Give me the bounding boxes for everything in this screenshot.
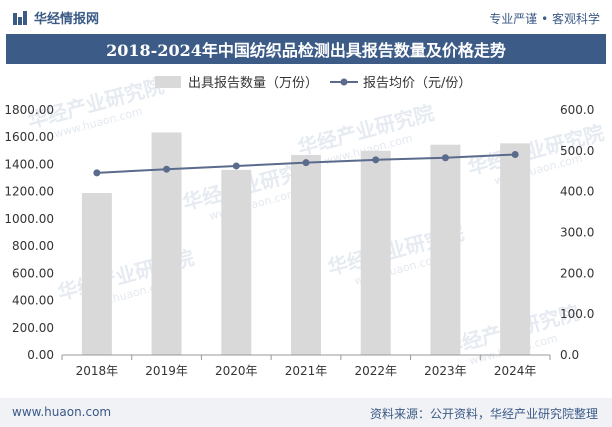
- y-left-tick-label: 1200.00: [4, 185, 54, 199]
- brand-name: 华经情报网: [34, 12, 100, 27]
- bar: [221, 169, 252, 355]
- x-tick-label: 2024年: [494, 364, 537, 378]
- bar: [500, 143, 531, 355]
- footer-url: www.huaon.com: [12, 405, 112, 419]
- y-right-tick-label: 400.0: [560, 185, 594, 199]
- bar: [360, 150, 391, 355]
- brand: 华经情报网: [12, 8, 99, 27]
- bar: [81, 193, 112, 355]
- axes: 2018年 2019年 2020年 2021年 2022年 2023年 2024年 0.00 2…: [4, 103, 594, 378]
- chart-title: 2018-2024年中国纺织品检测出具报告数量及价格走势: [6, 34, 606, 64]
- y-right-tick-label: 300.0: [560, 226, 594, 240]
- x-tick-label: 2020年: [215, 364, 258, 378]
- x-tick-label: 2021年: [285, 364, 328, 378]
- price-point: [93, 169, 101, 177]
- legend-bar-label: 出具报告数量（万份）: [188, 76, 318, 91]
- legend-line-label: 报告均价（元/份）: [363, 76, 471, 91]
- y-left-tick-label: 800.00: [12, 239, 54, 253]
- x-tick-label: 2018年: [76, 364, 119, 378]
- y-right-tick-label: 500.0: [560, 144, 594, 158]
- price-point: [232, 162, 240, 170]
- legend: 出具报告数量（万份） 报告均价（元/份）: [155, 76, 471, 91]
- logo-icon: [12, 10, 28, 26]
- y-right-tick-label: 100.0: [560, 307, 594, 321]
- y-left-tick-label: 1600.00: [4, 130, 54, 144]
- price-point: [163, 165, 171, 173]
- y-left-tick-label: 1000.00: [4, 212, 54, 226]
- y-left-tick-label: 1800.00: [4, 103, 54, 117]
- y-left-tick-label: 400.00: [12, 294, 54, 308]
- bar: [291, 154, 321, 355]
- legend-bar-swatch: [155, 76, 181, 88]
- slogan: 专业严谨 • 客观科学: [489, 12, 600, 26]
- footer: www.huaon.com 资料来源：公开资料，华经产业研究院整理: [0, 398, 612, 427]
- top-bar: 华经情报网 专业严谨 • 客观科学: [0, 0, 612, 34]
- y-right-tick-label: 0.0: [560, 348, 579, 362]
- price-point: [372, 156, 380, 164]
- price-point: [441, 154, 449, 162]
- bar: [430, 144, 461, 355]
- legend-line-marker: [340, 78, 348, 86]
- y-right-tick-label: 200.0: [560, 266, 594, 280]
- x-tick-label: 2022年: [354, 364, 397, 378]
- y-right-tick-label: 600.0: [560, 103, 594, 117]
- price-point: [302, 159, 310, 167]
- price-line: [93, 151, 519, 177]
- x-tick-label: 2023年: [424, 364, 467, 378]
- y-left-tick-label: 200.00: [12, 321, 54, 335]
- footer-source: 资料来源：公开资料，华经产业研究院整理: [369, 407, 598, 421]
- x-tick-label: 2019年: [145, 364, 188, 378]
- y-left-tick-label: 600.00: [12, 266, 54, 280]
- price-point: [511, 151, 519, 159]
- y-left-tick-label: 1400.00: [4, 157, 54, 171]
- y-left-tick-label: 0.00: [27, 348, 54, 362]
